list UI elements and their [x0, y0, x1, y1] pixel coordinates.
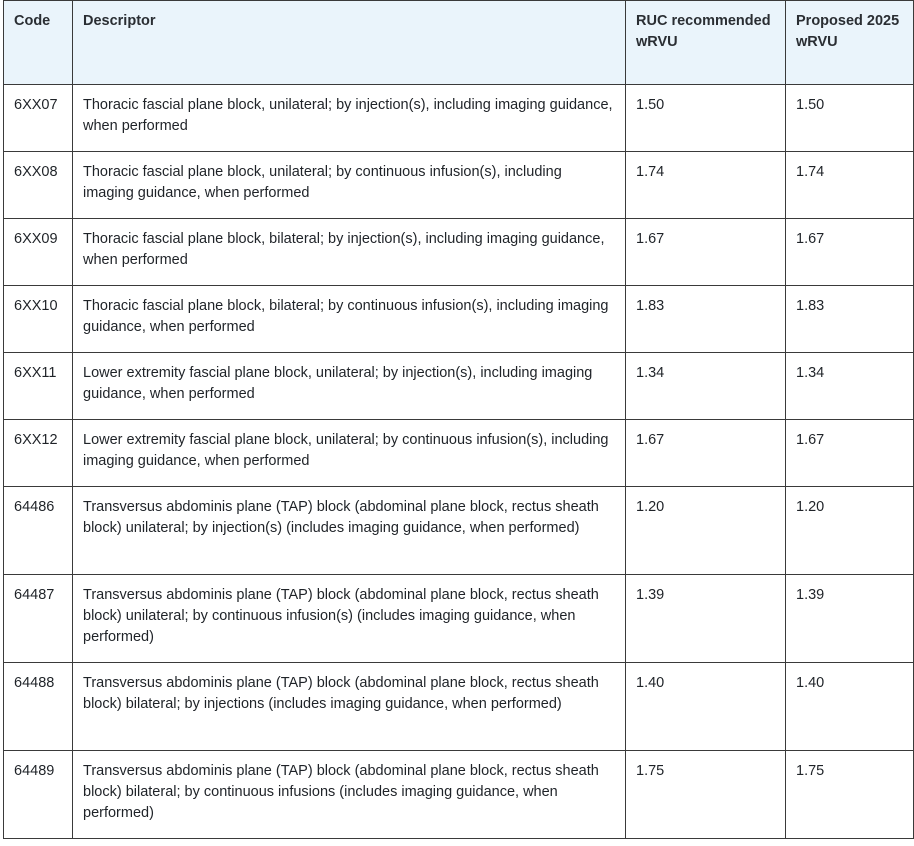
code-cell: 6XX08 [3, 151, 73, 219]
header-proposed: Proposed 2025 wRVU [785, 0, 914, 85]
proposed-cell: 1.20 [785, 486, 914, 575]
code-cell: 6XX09 [3, 218, 73, 286]
table-row: 64486 Transversus abdominis plane (TAP) … [3, 486, 914, 575]
ruc-cell: 1.20 [625, 486, 786, 575]
ruc-cell: 1.67 [625, 218, 786, 286]
proposed-cell: 1.34 [785, 352, 914, 420]
table-row: 64487 Transversus abdominis plane (TAP) … [3, 574, 914, 663]
table-row: 64489 Transversus abdominis plane (TAP) … [3, 750, 914, 839]
code-cell: 64488 [3, 662, 73, 751]
ruc-cell: 1.83 [625, 285, 786, 353]
header-code: Code [3, 0, 73, 85]
ruc-cell: 1.67 [625, 419, 786, 487]
table-row: 6XX08 Thoracic fascial plane block, unil… [3, 151, 914, 219]
ruc-cell: 1.40 [625, 662, 786, 751]
proposed-cell: 1.50 [785, 84, 914, 152]
ruc-cell: 1.50 [625, 84, 786, 152]
table-row: 64488 Transversus abdominis plane (TAP) … [3, 662, 914, 751]
descriptor-cell: Lower extremity fascial plane block, uni… [72, 419, 626, 487]
code-cell: 6XX11 [3, 352, 73, 420]
proposed-cell: 1.75 [785, 750, 914, 839]
table-row: 6XX10 Thoracic fascial plane block, bila… [3, 285, 914, 353]
proposed-cell: 1.74 [785, 151, 914, 219]
code-cell: 6XX12 [3, 419, 73, 487]
table-header: Code Descriptor RUC recommended wRVU Pro… [3, 0, 914, 85]
proposed-cell: 1.39 [785, 574, 914, 663]
code-cell: 6XX10 [3, 285, 73, 353]
ruc-cell: 1.34 [625, 352, 786, 420]
descriptor-cell: Thoracic fascial plane block, bilateral;… [72, 218, 626, 286]
descriptor-cell: Lower extremity fascial plane block, uni… [72, 352, 626, 420]
table-row: 6XX12 Lower extremity fascial plane bloc… [3, 419, 914, 487]
descriptor-cell: Transversus abdominis plane (TAP) block … [72, 662, 626, 751]
proposed-cell: 1.83 [785, 285, 914, 353]
header-descriptor: Descriptor [72, 0, 626, 85]
code-cell: 64487 [3, 574, 73, 663]
descriptor-cell: Thoracic fascial plane block, bilateral;… [72, 285, 626, 353]
descriptor-cell: Transversus abdominis plane (TAP) block … [72, 486, 626, 575]
table-row: 6XX11 Lower extremity fascial plane bloc… [3, 352, 914, 420]
ruc-cell: 1.39 [625, 574, 786, 663]
proposed-cell: 1.40 [785, 662, 914, 751]
code-cell: 64486 [3, 486, 73, 575]
descriptor-cell: Transversus abdominis plane (TAP) block … [72, 750, 626, 839]
descriptor-cell: Thoracic fascial plane block, unilateral… [72, 84, 626, 152]
descriptor-cell: Thoracic fascial plane block, unilateral… [72, 151, 626, 219]
code-cell: 6XX07 [3, 84, 73, 152]
table-row: 6XX07 Thoracic fascial plane block, unil… [3, 84, 914, 152]
header-ruc: RUC recommended wRVU [625, 0, 786, 85]
code-cell: 64489 [3, 750, 73, 839]
proposed-cell: 1.67 [785, 218, 914, 286]
descriptor-cell: Transversus abdominis plane (TAP) block … [72, 574, 626, 663]
rvu-table: Code Descriptor RUC recommended wRVU Pro… [3, 0, 914, 839]
ruc-cell: 1.74 [625, 151, 786, 219]
header-row: Code Descriptor RUC recommended wRVU Pro… [3, 0, 914, 85]
proposed-cell: 1.67 [785, 419, 914, 487]
table-body: 6XX07 Thoracic fascial plane block, unil… [3, 84, 914, 839]
ruc-cell: 1.75 [625, 750, 786, 839]
table-row: 6XX09 Thoracic fascial plane block, bila… [3, 218, 914, 286]
